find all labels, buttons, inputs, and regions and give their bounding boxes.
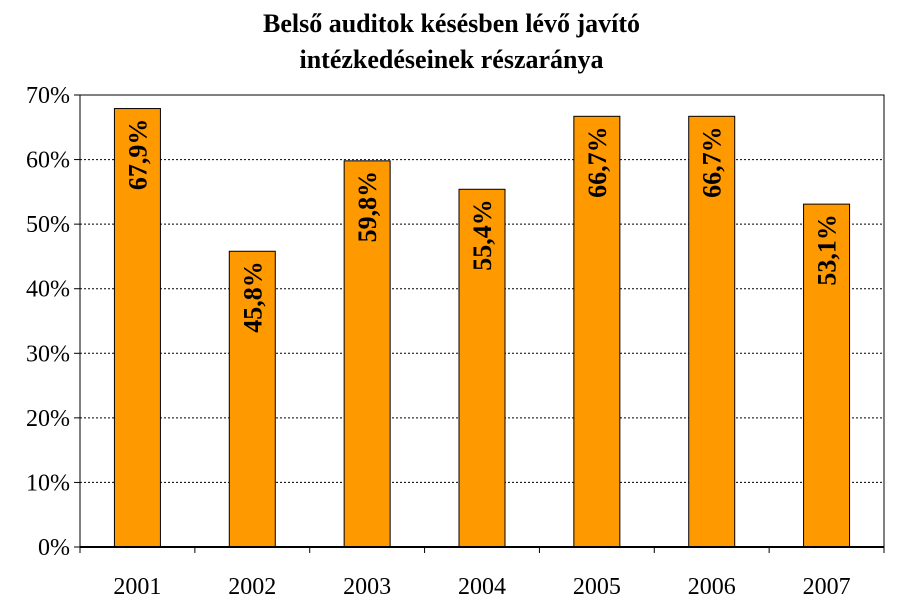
data-label-2006: 66,7% bbox=[698, 126, 727, 197]
bar-2001 bbox=[113, 108, 161, 548]
y-axis-tick-label: 10% bbox=[26, 470, 70, 496]
y-axis-tick-label: 0% bbox=[38, 535, 70, 561]
y-axis-tick-label: 20% bbox=[26, 406, 70, 432]
x-axis-label-2002: 2002 bbox=[228, 574, 276, 600]
axes bbox=[74, 94, 885, 553]
data-label-2001: 67,9% bbox=[123, 119, 152, 191]
data-label-2002: 45,8% bbox=[238, 261, 267, 333]
data-labels: 67,9% 45,8% 59,8% 55,4% 66,7% 66,7% 53,1% bbox=[123, 119, 841, 333]
bar-2003 bbox=[343, 160, 391, 548]
data-label-2007: 53,1% bbox=[813, 214, 842, 286]
y-axis-tick-label: 30% bbox=[26, 341, 70, 367]
x-axis-label-2003: 2003 bbox=[343, 574, 391, 600]
x-axis-label-2001: 2001 bbox=[113, 574, 161, 600]
chart-title-line-1: Belső auditok késésben lévő javító bbox=[262, 9, 641, 38]
bar-2007 bbox=[803, 203, 851, 548]
bars bbox=[113, 108, 851, 548]
x-axis-label-2004: 2004 bbox=[458, 574, 506, 600]
chart-title-line-2: intézkedéseinek részaránya bbox=[299, 45, 604, 74]
data-label-2004: 55,4% bbox=[468, 199, 497, 271]
x-axis-label-2006: 2006 bbox=[688, 574, 736, 600]
y-axis-tick-label: 70% bbox=[26, 83, 70, 109]
y-axis-tick-label: 40% bbox=[26, 277, 70, 303]
y-axis-tick-labels: 0% 10% 20% 30% 40% 50% 60% 70% bbox=[26, 83, 70, 561]
bar-2002 bbox=[228, 250, 276, 548]
x-axis-category-labels: 2001 2002 2003 2004 2005 2006 2007 bbox=[113, 574, 850, 600]
bar-2005 bbox=[573, 115, 621, 548]
y-axis-tick-label: 50% bbox=[26, 212, 70, 238]
x-axis-label-2007: 2007 bbox=[803, 574, 851, 600]
data-label-2005: 66,7% bbox=[583, 126, 612, 197]
chart-title: Belső auditok késésben lévő javító intéz… bbox=[0, 6, 903, 78]
data-label-2003: 59,8% bbox=[353, 171, 382, 243]
y-axis-tick-label: 60% bbox=[26, 148, 70, 174]
x-axis-label-2005: 2005 bbox=[573, 574, 621, 600]
